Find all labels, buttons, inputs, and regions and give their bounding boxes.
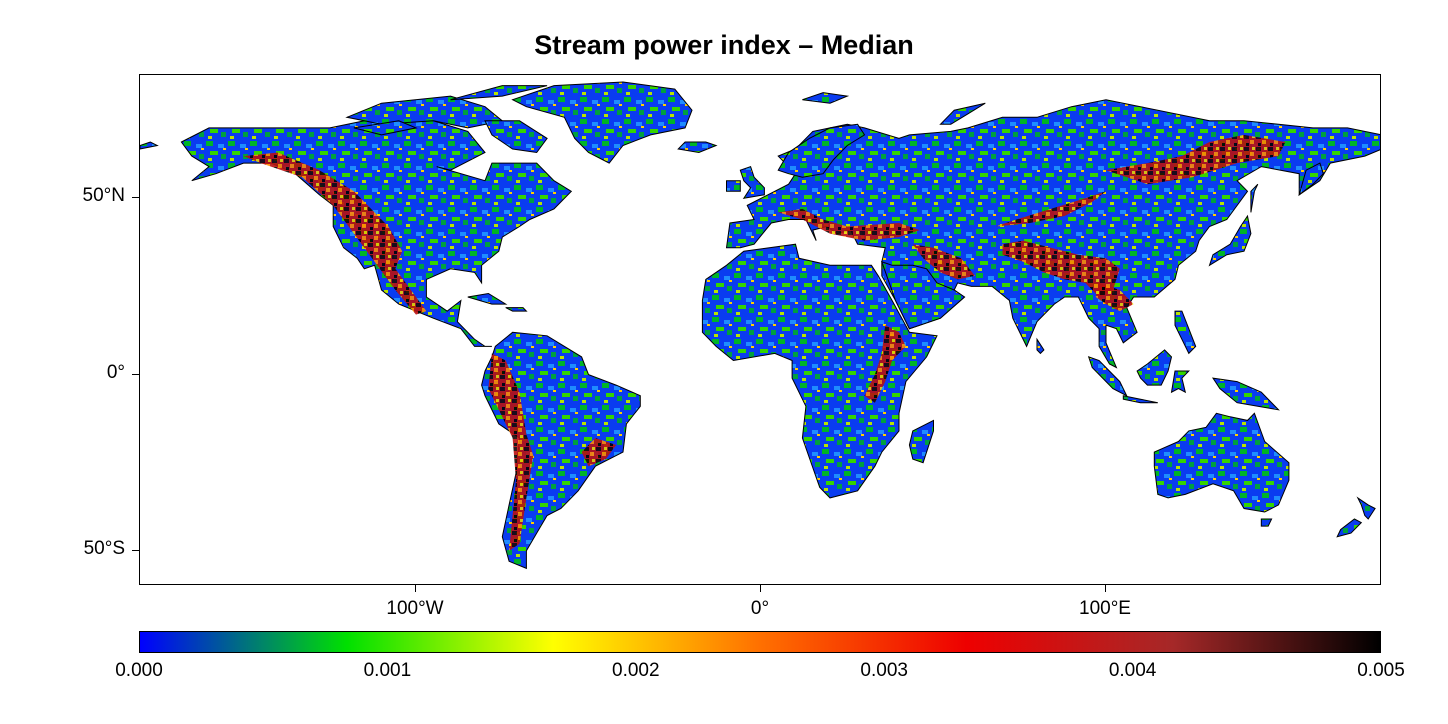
mountain-ranges: [243, 134, 1286, 551]
lon-tick: [760, 585, 761, 592]
arabia-fill: [880, 260, 966, 330]
tasmania: [1260, 518, 1273, 527]
new-zealand-s: [1336, 518, 1363, 538]
philippines: [1174, 310, 1197, 355]
greenland: [511, 81, 693, 164]
colorbar-tick-label: 0.005: [1357, 660, 1405, 681]
borneo: [1136, 349, 1173, 386]
lat-tick: [132, 197, 139, 199]
new-guinea: [1211, 377, 1280, 411]
himalaya-tibet: [1002, 240, 1120, 297]
africa: [701, 243, 938, 499]
sulawesi: [1170, 370, 1190, 394]
siberian-highlands: [1106, 134, 1286, 185]
colorbar-tick-label: 0.000: [115, 660, 163, 681]
novaya-zemlya: [939, 102, 986, 125]
baffin-island: [484, 120, 548, 154]
brazil-highlands: [581, 438, 617, 467]
lat-tick: [132, 373, 139, 375]
madagascar: [908, 419, 934, 464]
lat-tick-label: 0°: [106, 361, 125, 383]
cuba: [467, 292, 508, 305]
colorbar: [139, 631, 1381, 653]
colorbar-tick-label: 0.004: [1108, 660, 1157, 681]
colorbar-gradient: [140, 632, 1380, 652]
kamchatka: [1298, 162, 1324, 197]
andes-range: [488, 353, 534, 551]
lat-tick-label: 50°S: [83, 537, 125, 559]
lon-tick: [415, 585, 416, 592]
map-panel: [139, 74, 1381, 585]
central-asia: [995, 191, 1106, 227]
ireland: [726, 180, 741, 192]
australia: [1153, 412, 1290, 513]
rocky-mountains: [243, 152, 427, 315]
ellesmere: [450, 85, 548, 101]
zagros-iran: [912, 244, 975, 280]
lon-tick-label: 100°E: [1079, 598, 1131, 619]
japan: [1208, 214, 1252, 267]
alps-caucasus: [778, 208, 920, 241]
new-zealand-n: [1356, 496, 1376, 520]
world-map: [140, 81, 1380, 570]
alaska-tip: [140, 141, 159, 150]
colorbar-tick-label: 0.003: [860, 660, 908, 681]
scandinavia: [777, 123, 866, 178]
sumatra: [1087, 356, 1128, 397]
java: [1122, 395, 1158, 404]
british-isles: [739, 165, 765, 199]
lon-tick: [1105, 585, 1106, 592]
colorbar-tick-label: 0.001: [363, 660, 412, 681]
hispaniola: [505, 307, 528, 312]
lon-tick-label: 100°W: [386, 598, 444, 619]
map-title: Stream power index – Median: [534, 30, 914, 60]
sakhalin: [1250, 183, 1259, 213]
colorbar-tick-label: 0.002: [612, 660, 660, 681]
southeast-asia-hills: [1095, 282, 1134, 312]
lat-tick-label: 50°N: [82, 185, 125, 207]
lon-tick-label: 0°: [750, 598, 770, 619]
iceland: [677, 141, 718, 154]
sri-lanka: [1036, 337, 1045, 355]
east-african-highlands: [864, 325, 906, 403]
svalbard: [802, 92, 850, 104]
victoria-island: [353, 120, 418, 136]
lat-tick: [132, 549, 139, 551]
